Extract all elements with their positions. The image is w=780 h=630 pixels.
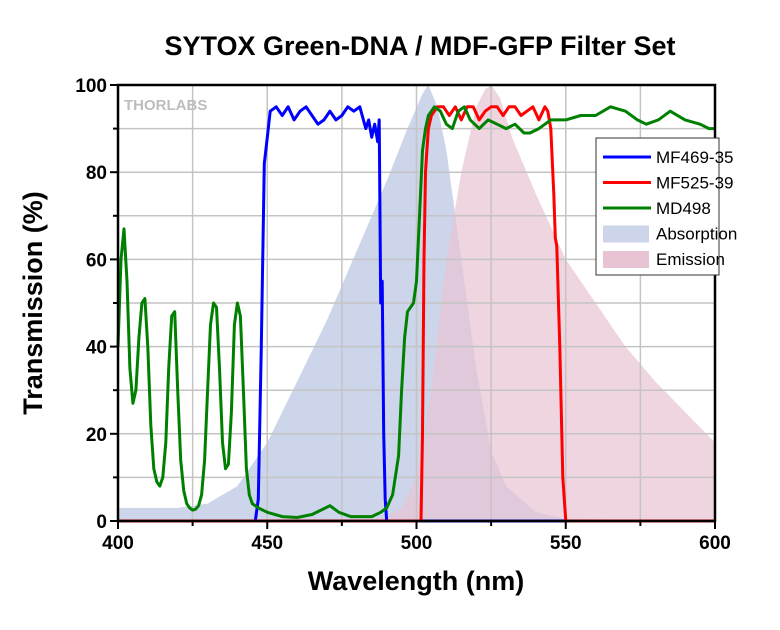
- legend: MF469-35 MF525-39 MD498 Absorption Emission: [595, 137, 737, 276]
- y-tick-label: 40: [86, 338, 107, 359]
- y-tick-label: 80: [86, 163, 107, 184]
- x-tick-label: 450: [251, 533, 283, 554]
- legend-label: MF525-39: [656, 174, 733, 193]
- legend-swatch-absorption: [603, 225, 649, 243]
- x-tick-label: 600: [699, 533, 731, 554]
- x-tick-label: 500: [401, 533, 433, 554]
- series-line-mf525-39: [118, 105, 715, 523]
- y-tick-label: 100: [75, 76, 107, 97]
- legend-label: Emission: [656, 250, 725, 269]
- ticks: 400 450 500 550 600 0 20 40 60 80 100: [75, 76, 731, 554]
- legend-label: MF469-35: [656, 148, 733, 167]
- series-line-mf469-35: [118, 105, 715, 523]
- legend-label: MD498: [656, 199, 711, 218]
- y-axis-label: Transmission (%): [18, 191, 48, 415]
- y-tick-label: 20: [86, 425, 107, 446]
- x-tick-label: 550: [550, 533, 582, 554]
- x-tick-label: 400: [102, 533, 134, 554]
- legend-swatch-emission: [603, 251, 649, 268]
- x-axis-label: Wavelength (nm): [308, 566, 525, 596]
- series-line-md498: [116, 105, 715, 519]
- chart-title: SYTOX Green-DNA / MDF-GFP Filter Set: [164, 31, 675, 61]
- y-tick-label: 60: [86, 250, 107, 271]
- legend-label: Absorption: [656, 225, 737, 244]
- watermark-logo: THORLABS: [124, 97, 207, 114]
- line-layer: [116, 105, 715, 523]
- y-tick-label: 0: [96, 512, 107, 533]
